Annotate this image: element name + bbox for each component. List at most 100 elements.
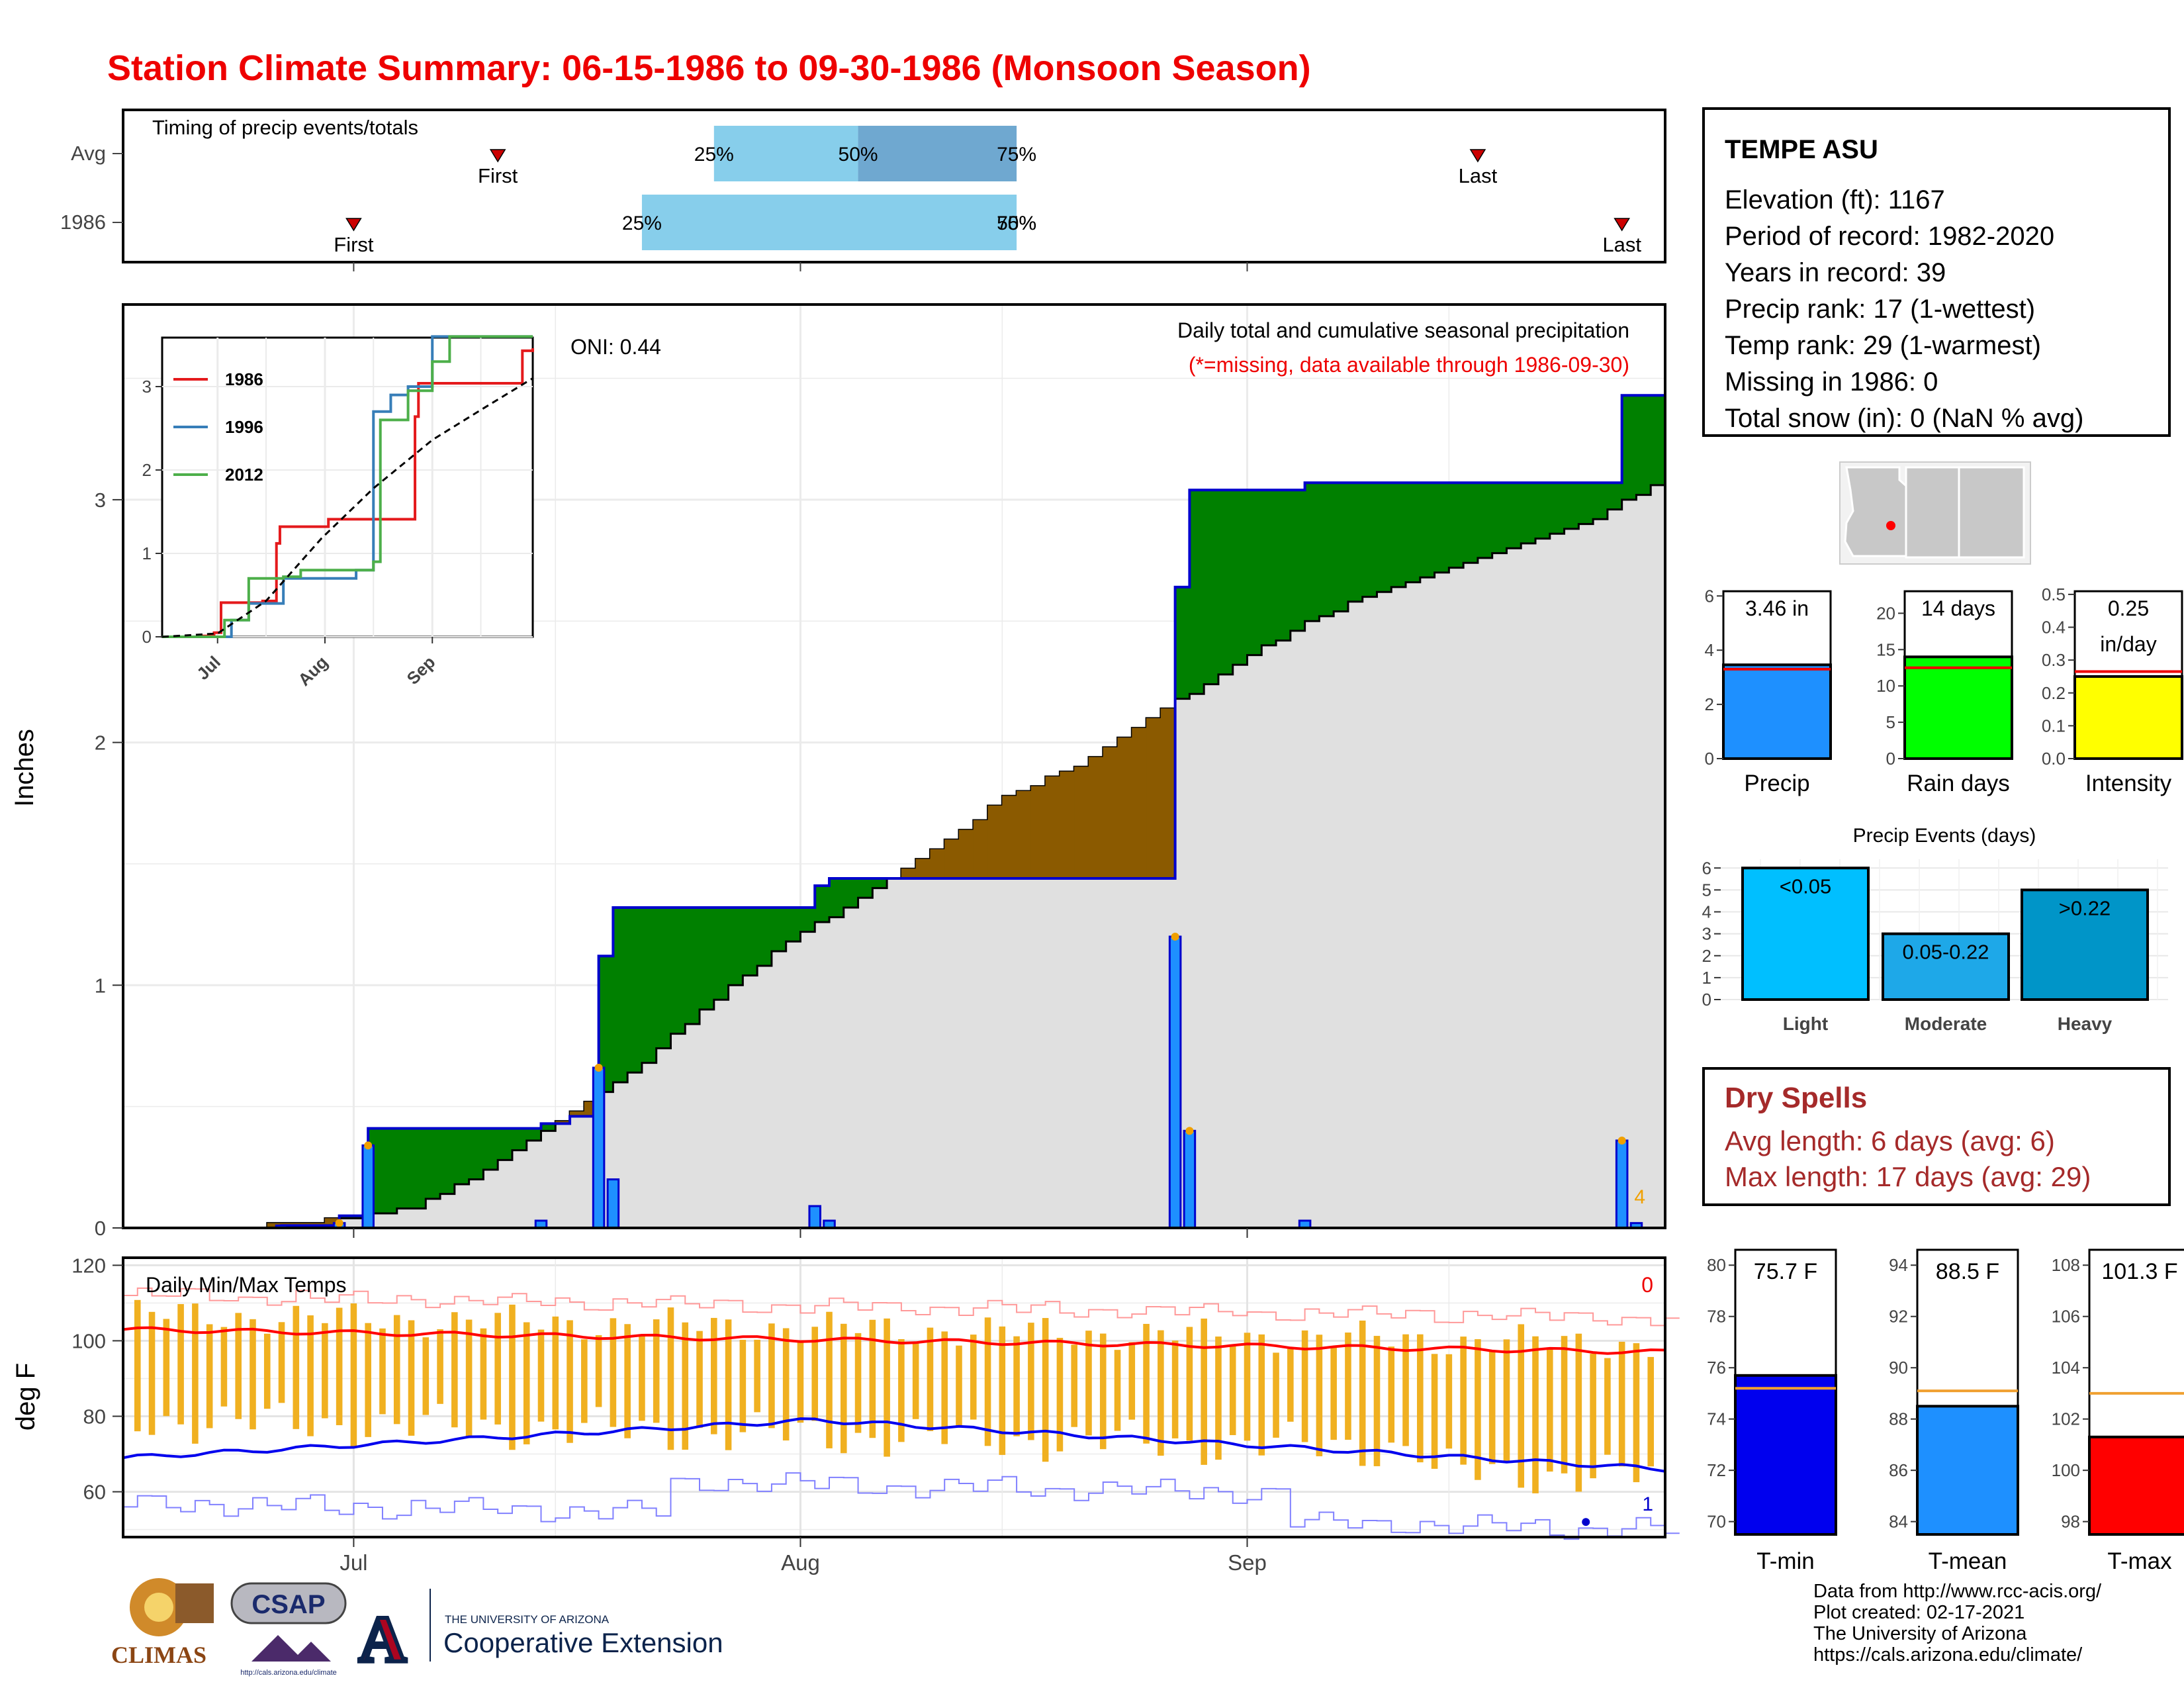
climas-logo: CLIMAS <box>111 1578 214 1668</box>
station-map <box>1839 461 2031 565</box>
mini-bar-value-label: 3.46 in <box>1745 596 1809 620</box>
precip-deficit-fill <box>1060 771 1075 878</box>
precip-departure-fill <box>800 907 815 932</box>
inset-ytick-label: 1 <box>142 543 152 563</box>
dry-spells-avg: Avg length: 6 days (avg: 6) <box>1725 1125 2055 1156</box>
temp-daily-bar <box>134 1299 141 1432</box>
precip-deficit-fill <box>267 1223 283 1228</box>
precip-daily-bar <box>808 1205 822 1229</box>
inset-legend-label: 1986 <box>225 369 263 389</box>
temp-daily-bar <box>999 1326 1006 1455</box>
precip-deficit-fill <box>1074 767 1089 878</box>
temp-bar-ytick-label: 90 <box>1889 1358 1908 1378</box>
temp-daily-bar <box>1518 1324 1525 1488</box>
temp-daily-bar <box>1402 1334 1409 1446</box>
mini-bar-ytick-label: 2 <box>1705 694 1714 714</box>
events-ytick-label: 0 <box>1702 990 1711 1009</box>
precip-departure-fill <box>498 1128 513 1160</box>
dry-spells-box: Dry Spells Avg length: 6 days (avg: 6) M… <box>1702 1067 2171 1206</box>
temp-daily-bar <box>1316 1335 1323 1456</box>
temp-daily-bar <box>1604 1358 1611 1455</box>
precip-departure-fill <box>1607 483 1623 510</box>
map-state-east <box>1958 466 2025 559</box>
temp-daily-bar <box>1301 1330 1308 1442</box>
precip-deficit-fill <box>1132 727 1147 878</box>
precip-departure-fill <box>512 1128 527 1150</box>
inset-series-line <box>162 348 534 638</box>
ua-bottom-text: Cooperative Extension <box>443 1627 723 1658</box>
temp-daily-bar <box>250 1319 256 1430</box>
mini-bar-value-unit: in/day <box>2100 632 2156 656</box>
temp-daily-bar <box>322 1323 328 1419</box>
precip-cumulative-line <box>123 388 1666 1229</box>
temp-daily-bar <box>639 1334 645 1421</box>
precip-ylabel: Inches <box>10 729 39 807</box>
precip-departure-fill <box>411 1128 426 1209</box>
temp-daily-bar <box>365 1323 371 1437</box>
timing-first-marker <box>345 218 362 232</box>
timing-p75-label: 75% <box>997 144 1036 165</box>
temp-daily-bar <box>1114 1350 1121 1431</box>
mini-bar-label: Rain days <box>1907 771 2010 796</box>
temp-daily-bar <box>1013 1336 1020 1436</box>
temp-daily-bar <box>1460 1336 1467 1465</box>
timing-panel: Timing of precip events/totals Avg 1986 … <box>60 109 1666 271</box>
temp-ytick-label: 60 <box>83 1481 106 1504</box>
temp-daily-bar <box>1488 1351 1496 1464</box>
mini-bar-ytick-label: 4 <box>1705 640 1714 660</box>
precip-deficit-fill <box>1030 786 1046 878</box>
mini-bar-ytick-label: 0.1 <box>2042 716 2066 735</box>
events-ytick-label: 3 <box>1702 924 1711 944</box>
events-ytick-label: 6 <box>1702 858 1711 878</box>
precip-departure-fill <box>598 956 614 1092</box>
temp-daily-bar <box>192 1303 199 1444</box>
precip-deficit-fill <box>901 868 917 878</box>
temp-record-low-marker <box>1582 1518 1590 1526</box>
mini-bar-ytick-label: 0.0 <box>2042 749 2066 769</box>
precip-departure-fill <box>1593 483 1608 520</box>
precip-departure-fill <box>1406 483 1421 583</box>
inset-legend-label: 1996 <box>225 417 263 437</box>
temp-daily-bar <box>768 1323 775 1429</box>
temp-bar-ytick-label: 100 <box>2052 1460 2080 1480</box>
precip-departure-fill <box>1434 483 1449 573</box>
precip-departure-fill <box>382 1128 398 1213</box>
temp-daily-bar <box>610 1318 617 1427</box>
temp-daily-bar <box>898 1338 905 1442</box>
station-temp-rank: Temp rank: 29 (1-warmest) <box>1725 331 2041 360</box>
precip-departure-fill <box>858 878 873 898</box>
precip-departure-fill <box>1535 483 1551 539</box>
temp-daily-bar <box>451 1312 458 1428</box>
precip-departure-fill <box>1175 586 1191 699</box>
temp-daily-bar <box>350 1303 357 1448</box>
precip-departure-fill <box>1276 490 1291 641</box>
ua-top-text: THE UNIVERSITY OF ARIZONA <box>445 1613 610 1626</box>
map-state-west <box>1844 466 1907 557</box>
csap-mountain <box>251 1635 331 1662</box>
temp-daily-bar <box>293 1305 300 1429</box>
temp-bar-ytick-label: 88 <box>1889 1409 1908 1429</box>
precip-daily-bar <box>606 1178 620 1229</box>
events-category-label: Moderate <box>1905 1013 1987 1034</box>
temp-avg-max-line <box>122 1326 1666 1355</box>
temp-avg-min-line <box>122 1417 1666 1473</box>
ua-a-mark: A <box>359 1603 406 1676</box>
temp-ytick-label: 80 <box>83 1405 106 1429</box>
temp-ylabel: deg F <box>11 1363 40 1430</box>
precip-departure-fill <box>786 907 801 942</box>
precip-deficit-fill <box>973 820 989 878</box>
precip-departure-fill <box>469 1128 484 1180</box>
events-title: Precip Events (days) <box>1853 825 2036 847</box>
mini-bar-ytick-label: 5 <box>1886 712 1895 732</box>
precip-daily-marker <box>364 1141 373 1150</box>
temp-daily-bar <box>1618 1341 1625 1467</box>
temp-daily-bar <box>840 1323 847 1454</box>
logos: CLIMAS CSAP http://cals.arizona.edu/clim… <box>111 1578 723 1678</box>
temp-daily-bar <box>970 1335 977 1420</box>
precip-departure-fill <box>1391 483 1406 587</box>
timing-p75-label: 75% <box>997 212 1036 234</box>
temp-bar-ytick-label: 70 <box>1707 1512 1726 1532</box>
precip-frame <box>122 303 1666 1229</box>
events-bar-label: >0.22 <box>2059 896 2111 919</box>
inset-ytick-label: 3 <box>142 377 152 397</box>
